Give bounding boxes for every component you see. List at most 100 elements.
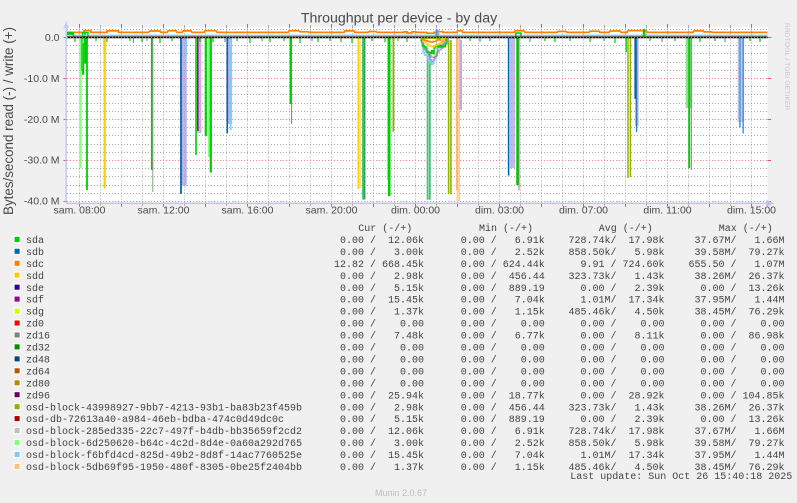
- svg-text:zd0: zd0: [26, 319, 44, 331]
- svg-text:0.00 / 86.98k: 0.00 / 86.98k: [689, 331, 785, 343]
- svg-text:sam. 12:00: sam. 12:00: [138, 205, 190, 217]
- svg-text:0.00 / 1.15k: 0.00 / 1.15k: [449, 307, 545, 319]
- svg-text:0.00 / 7.04k: 0.00 / 7.04k: [449, 295, 545, 307]
- svg-text:dim. 15:00: dim. 15:00: [727, 205, 776, 217]
- svg-text:0.00 / 7.04k: 0.00 / 7.04k: [449, 450, 545, 462]
- svg-text:0.00 / 0.00: 0.00 / 0.00: [569, 366, 665, 378]
- svg-text:0.00 / 3.00k: 0.00 / 3.00k: [328, 247, 424, 259]
- svg-text:38.45M/ 76.29k: 38.45M/ 76.29k: [689, 462, 785, 474]
- svg-text:0.00 / 15.45k: 0.00 / 15.45k: [328, 450, 424, 462]
- svg-text:655.50 / 1.07M: 655.50 / 1.07M: [689, 259, 785, 271]
- svg-text:38.45M/ 76.29k: 38.45M/ 76.29k: [689, 307, 785, 319]
- svg-text:0.00 / 12.06k: 0.00 / 12.06k: [328, 426, 424, 438]
- svg-text:37.67M/ 1.66M: 37.67M/ 1.66M: [689, 235, 785, 247]
- svg-text:0.00 / 28.92k: 0.00 / 28.92k: [569, 390, 665, 402]
- svg-text:0.00 / 18.77k: 0.00 / 18.77k: [449, 390, 545, 402]
- svg-text:-40.0 M: -40.0 M: [24, 196, 60, 208]
- svg-text:osd-db-72613a40-a984-46eb-bdba: osd-db-72613a40-a984-46eb-bdba-474c0d49d…: [26, 414, 284, 426]
- svg-text:1.01M/ 17.34k: 1.01M/ 17.34k: [569, 450, 665, 462]
- svg-text:0.00 / 0.00: 0.00 / 0.00: [449, 355, 545, 367]
- svg-text:0.00 / 0.00: 0.00 / 0.00: [328, 366, 424, 378]
- svg-text:0.00 / 1.15k: 0.00 / 1.15k: [449, 462, 545, 474]
- svg-text:728.74k/ 17.98k: 728.74k/ 17.98k: [569, 426, 665, 438]
- svg-text:0.00 / 0.00: 0.00 / 0.00: [689, 343, 785, 355]
- svg-text:0.00 / 0.00: 0.00 / 0.00: [328, 343, 424, 355]
- svg-text:osd-block-6d250620-b64c-4c2d-8: osd-block-6d250620-b64c-4c2d-8d4e-0a60a2…: [26, 438, 302, 450]
- svg-text:0.00 / 0.00: 0.00 / 0.00: [449, 378, 545, 390]
- svg-text:0.00 / 0.00: 0.00 / 0.00: [689, 355, 785, 367]
- svg-text:sde: sde: [26, 283, 44, 295]
- svg-text:zd48: zd48: [26, 355, 50, 367]
- svg-text:Max (-/+): Max (-/+): [719, 223, 773, 235]
- svg-text:0.00 / 0.00: 0.00 / 0.00: [449, 343, 545, 355]
- svg-text:osd-block-5db69f95-1950-480f-8: osd-block-5db69f95-1950-480f-8305-0be25f…: [26, 462, 302, 474]
- svg-text:37.67M/ 1.66M: 37.67M/ 1.66M: [689, 426, 785, 438]
- svg-text:0.00 / 6.77k: 0.00 / 6.77k: [449, 331, 545, 343]
- svg-text:0.00 / 2.98k: 0.00 / 2.98k: [328, 271, 424, 283]
- svg-text:39.58M/ 79.27k: 39.58M/ 79.27k: [689, 247, 785, 259]
- svg-text:0.00 / 25.94k: 0.00 / 25.94k: [328, 390, 424, 402]
- svg-text:37.95M/ 1.44M: 37.95M/ 1.44M: [689, 450, 785, 462]
- svg-text:-30.0 M: -30.0 M: [24, 155, 60, 167]
- svg-text:0.00 / 1.37k: 0.00 / 1.37k: [328, 307, 424, 319]
- svg-text:0.00 / 0.00: 0.00 / 0.00: [569, 378, 665, 390]
- svg-text:0.00 / 3.00k: 0.00 / 3.00k: [328, 438, 424, 450]
- svg-text:-20.0 M: -20.0 M: [24, 114, 60, 126]
- svg-text:37.95M/ 1.44M: 37.95M/ 1.44M: [689, 295, 785, 307]
- svg-text:0.00 / 13.26k: 0.00 / 13.26k: [689, 283, 785, 295]
- svg-text:0.00 / 0.00: 0.00 / 0.00: [569, 319, 665, 331]
- svg-text:osd-block-43998927-9bb7-4213-9: osd-block-43998927-9bb7-4213-93b1-ba83b2…: [26, 402, 302, 414]
- svg-text:0.00 / 0.00: 0.00 / 0.00: [328, 355, 424, 367]
- svg-text:0.00 / 0.00: 0.00 / 0.00: [449, 366, 545, 378]
- svg-text:Cur (-/+): Cur (-/+): [358, 223, 412, 235]
- svg-text:0.00 / 0.00: 0.00 / 0.00: [689, 378, 785, 390]
- svg-text:0.00 / 456.44: 0.00 / 456.44: [449, 402, 545, 414]
- svg-text:0.00 / 0.00: 0.00 / 0.00: [569, 343, 665, 355]
- svg-text:0.00 / 2.52k: 0.00 / 2.52k: [449, 247, 545, 259]
- svg-text:Last update: Sun Oct 26 15:40:: Last update: Sun Oct 26 15:40:18 2025: [570, 471, 792, 483]
- svg-text:Min (-/+): Min (-/+): [479, 223, 533, 235]
- svg-text:0.00 / 2.39k: 0.00 / 2.39k: [569, 414, 665, 426]
- svg-text:858.50k/ 5.98k: 858.50k/ 5.98k: [569, 247, 665, 259]
- svg-text:-10.0 M: -10.0 M: [24, 73, 60, 85]
- svg-text:858.50k/ 5.98k: 858.50k/ 5.98k: [569, 438, 665, 450]
- svg-text:1.01M/ 17.34k: 1.01M/ 17.34k: [569, 295, 665, 307]
- svg-text:sda: sda: [26, 235, 44, 247]
- svg-text:0.00 / 2.52k: 0.00 / 2.52k: [449, 438, 545, 450]
- svg-text:0.00 / 0.00: 0.00 / 0.00: [689, 366, 785, 378]
- svg-text:osd-block-285ed335-22c7-497f-b: osd-block-285ed335-22c7-497f-b4db-bb3565…: [26, 426, 302, 438]
- svg-text:zd80: zd80: [26, 378, 50, 390]
- svg-text:Avg (-/+): Avg (-/+): [599, 223, 653, 235]
- svg-text:9.91 / 724.60k: 9.91 / 724.60k: [569, 259, 665, 271]
- svg-text:485.46k/ 4.50k: 485.46k/ 4.50k: [569, 307, 665, 319]
- svg-text:sdd: sdd: [26, 271, 44, 283]
- svg-text:0.00 / 6.91k: 0.00 / 6.91k: [449, 235, 545, 247]
- svg-text:0.00 / 5.15k: 0.00 / 5.15k: [328, 283, 424, 295]
- svg-text:0.00 / 2.98k: 0.00 / 2.98k: [328, 402, 424, 414]
- svg-text:sdb: sdb: [26, 247, 44, 259]
- svg-text:485.46k/ 4.50k: 485.46k/ 4.50k: [569, 462, 665, 474]
- svg-text:sdf: sdf: [26, 295, 44, 307]
- svg-text:0.00 / 1.37k: 0.00 / 1.37k: [328, 462, 424, 474]
- svg-text:zd64: zd64: [26, 366, 50, 378]
- svg-text:0.00 / 624.44k: 0.00 / 624.44k: [449, 259, 545, 271]
- svg-text:0.00 / 0.00: 0.00 / 0.00: [569, 355, 665, 367]
- svg-text:0.00 / 889.19: 0.00 / 889.19: [449, 414, 545, 426]
- svg-text:728.74k/ 17.98k: 728.74k/ 17.98k: [569, 235, 665, 247]
- svg-text:0.00 / 5.15k: 0.00 / 5.15k: [328, 414, 424, 426]
- svg-text:osd-block-f6bfd4cd-825d-49b2-8: osd-block-f6bfd4cd-825d-49b2-8d8f-14ac77…: [26, 450, 302, 462]
- svg-text:0.00 / 2.39k: 0.00 / 2.39k: [569, 283, 665, 295]
- svg-text:sam. 08:00: sam. 08:00: [54, 205, 106, 217]
- svg-text:0.00 / 6.91k: 0.00 / 6.91k: [449, 426, 545, 438]
- svg-text:dim. 00:00: dim. 00:00: [391, 205, 440, 217]
- svg-text:0.00 / 12.06k: 0.00 / 12.06k: [328, 235, 424, 247]
- svg-text:sdc: sdc: [26, 259, 44, 271]
- svg-text:sdg: sdg: [26, 307, 44, 319]
- svg-text:323.73k/ 1.43k: 323.73k/ 1.43k: [569, 402, 665, 414]
- svg-text:12.82 / 668.45k: 12.82 / 668.45k: [328, 259, 424, 271]
- svg-text:0.00 / 15.45k: 0.00 / 15.45k: [328, 295, 424, 307]
- svg-text:0.00 / 889.19: 0.00 / 889.19: [449, 283, 545, 295]
- svg-text:0.00 / 7.48k: 0.00 / 7.48k: [328, 331, 424, 343]
- svg-text:38.26M/ 26.37k: 38.26M/ 26.37k: [689, 402, 785, 414]
- svg-text:zd32: zd32: [26, 343, 50, 355]
